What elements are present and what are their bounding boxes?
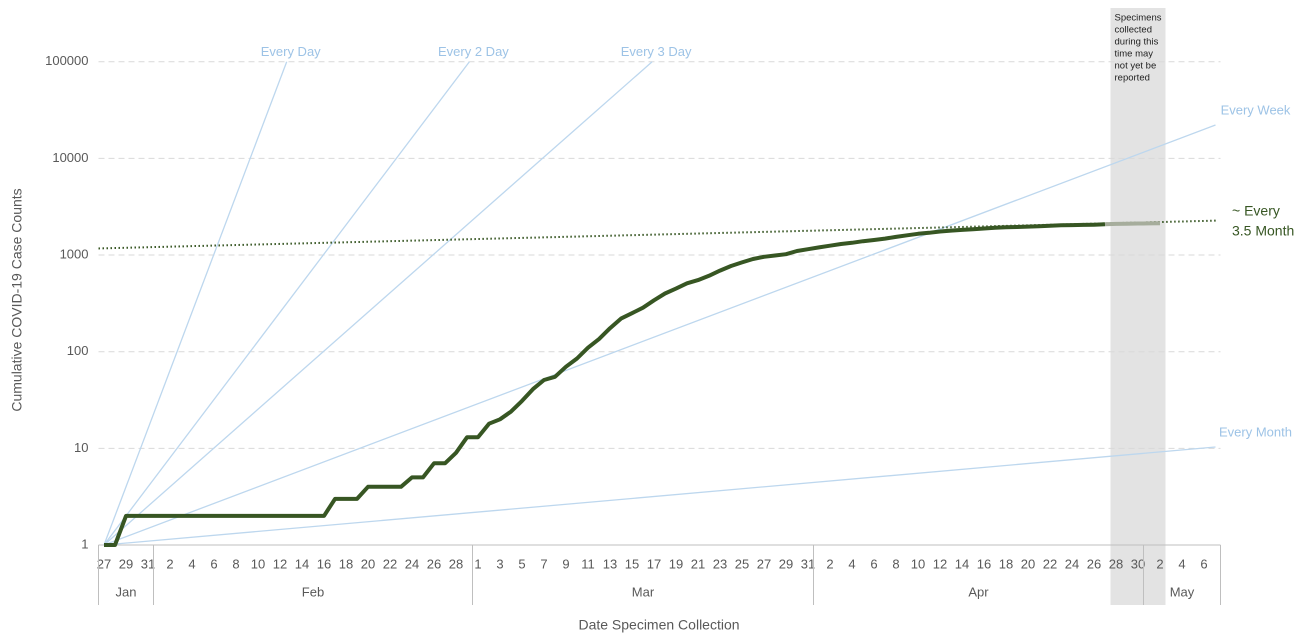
x-tick-label: 25 bbox=[735, 556, 749, 571]
x-tick-label: 29 bbox=[779, 556, 793, 571]
reference-line bbox=[103, 61, 288, 546]
x-tick-label: 6 bbox=[210, 556, 217, 571]
reference-line bbox=[103, 61, 653, 546]
x-tick-label: 18 bbox=[999, 556, 1013, 571]
reference-label: Every Month bbox=[1219, 424, 1292, 439]
x-tick-label: 10 bbox=[251, 556, 265, 571]
x-tick-label: 26 bbox=[427, 556, 441, 571]
x-tick-label: 31 bbox=[141, 556, 155, 571]
data-line bbox=[1104, 221, 1161, 227]
x-tick-label: 27 bbox=[757, 556, 771, 571]
x-tick-label: 10 bbox=[911, 556, 925, 571]
x-tick-label: 28 bbox=[1109, 556, 1123, 571]
y-tick-label: 10000 bbox=[52, 150, 88, 165]
month-label: Jan bbox=[116, 584, 137, 599]
x-tick-label: 22 bbox=[1043, 556, 1057, 571]
x-tick-label: 5 bbox=[518, 556, 525, 571]
x-tick-label: 14 bbox=[295, 556, 309, 571]
reference-label: Every Day bbox=[261, 44, 321, 59]
shaded-region-label: collected bbox=[1115, 25, 1153, 36]
x-tick-label: 18 bbox=[339, 556, 353, 571]
shaded-region-label: time may bbox=[1115, 49, 1154, 60]
x-tick-label: 16 bbox=[317, 556, 331, 571]
x-tick-label: 17 bbox=[647, 556, 661, 571]
x-tick-label: 12 bbox=[933, 556, 947, 571]
x-tick-label: 27 bbox=[97, 556, 111, 571]
shaded-region bbox=[1110, 8, 1166, 605]
x-tick-label: 24 bbox=[1065, 556, 1079, 571]
x-tick-label: 9 bbox=[562, 556, 569, 571]
x-tick-label: 23 bbox=[713, 556, 727, 571]
y-tick-label: 10 bbox=[74, 440, 88, 455]
x-tick-label: 2 bbox=[166, 556, 173, 571]
x-tick-label: 29 bbox=[119, 556, 133, 571]
reference-label: Every 3 Day bbox=[621, 44, 692, 59]
x-tick-label: 2 bbox=[1156, 556, 1163, 571]
shaded-region-label: not yet be bbox=[1115, 61, 1157, 72]
x-tick-label: 6 bbox=[870, 556, 877, 571]
x-tick-label: 28 bbox=[449, 556, 463, 571]
x-tick-label: 16 bbox=[977, 556, 991, 571]
reference-label: Every Week bbox=[1221, 102, 1291, 117]
x-tick-label: 12 bbox=[273, 556, 287, 571]
x-tick-label: 20 bbox=[1021, 556, 1035, 571]
y-tick-label: 100000 bbox=[45, 53, 88, 68]
x-tick-label: 4 bbox=[1178, 556, 1185, 571]
x-tick-label: 4 bbox=[848, 556, 855, 571]
y-tick-label: 100 bbox=[67, 343, 89, 358]
x-tick-label: 15 bbox=[625, 556, 639, 571]
x-tick-label: 4 bbox=[188, 556, 195, 571]
x-tick-label: 8 bbox=[892, 556, 899, 571]
month-label: Apr bbox=[968, 584, 989, 599]
reference-line bbox=[103, 61, 470, 546]
x-tick-label: 2 bbox=[826, 556, 833, 571]
x-tick-label: 22 bbox=[383, 556, 397, 571]
x-tick-label: 30 bbox=[1131, 556, 1145, 571]
x-tick-label: 1 bbox=[474, 556, 481, 571]
y-tick-label: 1000 bbox=[60, 246, 89, 261]
x-tick-label: 26 bbox=[1087, 556, 1101, 571]
x-tick-label: 13 bbox=[603, 556, 617, 571]
month-label: Mar bbox=[632, 584, 655, 599]
x-tick-label: 31 bbox=[801, 556, 815, 571]
reference-line bbox=[103, 124, 1216, 546]
x-axis-title: Date Specimen Collection bbox=[578, 617, 739, 633]
x-tick-label: 11 bbox=[581, 556, 595, 571]
x-tick-label: 20 bbox=[361, 556, 375, 571]
reference-label: Every 2 Day bbox=[438, 44, 509, 59]
shaded-region-label: Specimens bbox=[1115, 13, 1162, 24]
reference-line bbox=[103, 446, 1216, 546]
month-label: May bbox=[1170, 584, 1195, 599]
month-label: Feb bbox=[302, 584, 324, 599]
trend-label: 3.5 Month bbox=[1232, 223, 1294, 239]
x-tick-label: 14 bbox=[955, 556, 969, 571]
x-tick-label: 6 bbox=[1200, 556, 1207, 571]
x-tick-label: 7 bbox=[540, 556, 547, 571]
trend-label: ~ Every bbox=[1232, 203, 1280, 219]
x-tick-label: 21 bbox=[691, 556, 705, 571]
x-tick-label: 24 bbox=[405, 556, 419, 571]
data-line bbox=[104, 222, 1106, 547]
shaded-region-label: during this bbox=[1115, 37, 1159, 48]
y-axis-title: Cumulative COVID-19 Case Counts bbox=[9, 188, 25, 411]
x-tick-label: 8 bbox=[232, 556, 239, 571]
y-tick-label: 1 bbox=[81, 536, 88, 551]
x-tick-label: 19 bbox=[669, 556, 683, 571]
x-tick-label: 3 bbox=[496, 556, 503, 571]
shaded-region-label: reported bbox=[1115, 73, 1150, 84]
